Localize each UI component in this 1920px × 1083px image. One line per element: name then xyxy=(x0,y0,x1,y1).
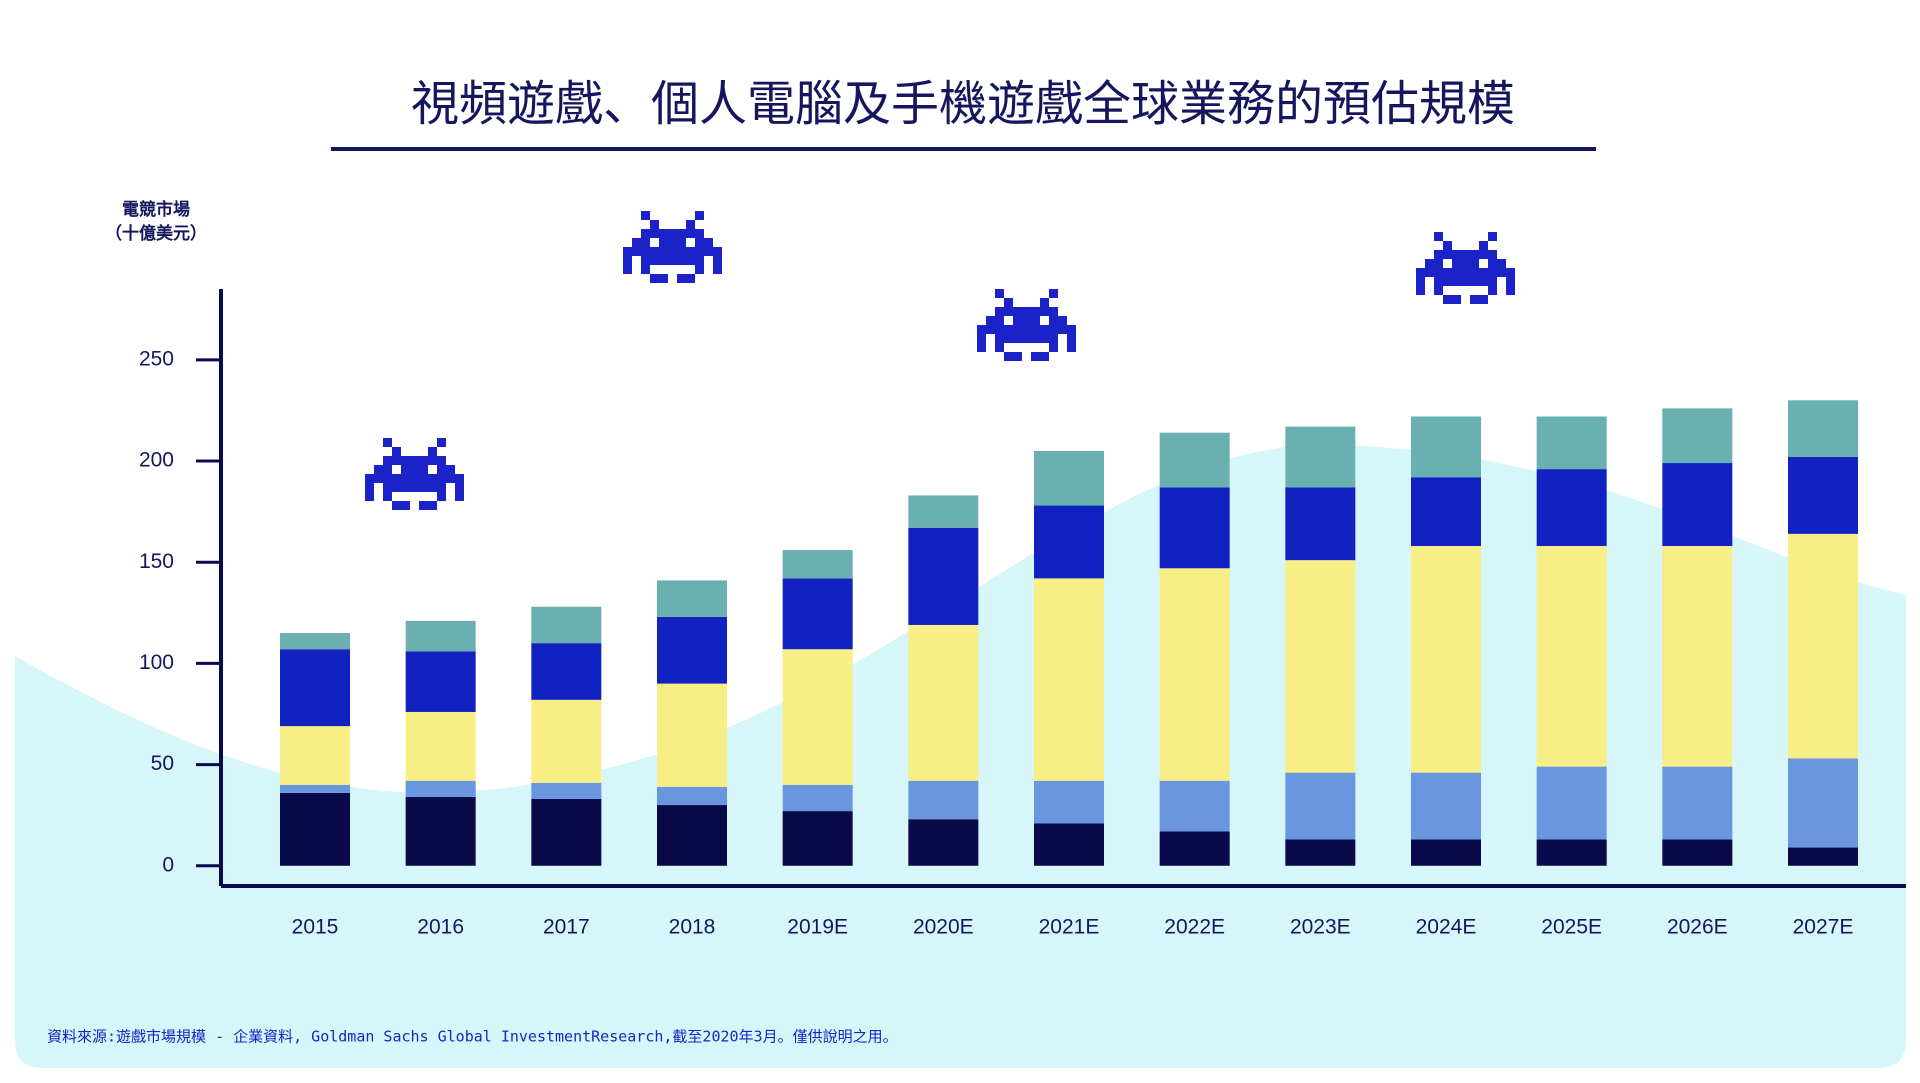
bar-segment xyxy=(1662,463,1733,547)
bar-segment xyxy=(1411,839,1481,866)
bar-segment xyxy=(1411,772,1481,840)
bar-segment xyxy=(1536,839,1607,866)
bar-segment xyxy=(1788,456,1858,534)
x-tick-label: 2023E xyxy=(1290,916,1351,939)
x-tick-label: 2019E xyxy=(787,916,848,939)
bar-segment xyxy=(1662,839,1733,866)
bar-segment xyxy=(1285,487,1356,561)
source-note: 資料來源:遊戲市場規模 - 企業資料, Goldman Sachs Global… xyxy=(47,1028,898,1046)
bar-segment xyxy=(1034,823,1104,866)
x-tick-label: 2025E xyxy=(1541,916,1602,939)
bar-segment xyxy=(1159,831,1230,866)
bar-segment xyxy=(782,811,853,866)
x-tick-label: 2017 xyxy=(543,916,590,939)
y-tick-label: 200 xyxy=(139,449,174,472)
bar-segment xyxy=(1159,568,1230,781)
bar-segment xyxy=(1536,469,1607,547)
bar-segment xyxy=(908,780,979,820)
y-tick-label: 150 xyxy=(139,550,174,573)
bar-segment xyxy=(280,792,350,866)
bar-segment xyxy=(657,683,727,787)
bar-segment xyxy=(531,606,602,644)
bar-segment xyxy=(782,578,853,650)
bar-segment xyxy=(1788,533,1858,759)
bar-segment xyxy=(531,643,602,700)
bar-segment xyxy=(280,633,350,650)
bar-segment xyxy=(1411,416,1481,478)
y-tick-label: 100 xyxy=(139,651,174,674)
x-tick-label: 2020E xyxy=(913,916,974,939)
x-tick-label: 2026E xyxy=(1667,916,1728,939)
bar-segment xyxy=(1536,766,1607,840)
bar-segment xyxy=(1285,426,1356,488)
bar-segment xyxy=(531,782,602,799)
bar-segment xyxy=(405,796,476,866)
invader-icon xyxy=(623,211,722,283)
x-tick-label: 2021E xyxy=(1039,916,1100,939)
bar-segment xyxy=(1662,766,1733,840)
bar-segment xyxy=(1788,758,1858,848)
bar-segment xyxy=(1034,450,1104,506)
invader-icon xyxy=(1416,232,1515,304)
invader-icon xyxy=(977,289,1076,361)
bar-segment xyxy=(531,699,602,783)
bar-segment xyxy=(657,616,727,684)
bar-segment xyxy=(1536,416,1607,470)
bar-segment xyxy=(908,624,979,781)
bar-segment xyxy=(1034,780,1104,824)
bar-segment xyxy=(1662,546,1733,767)
bar-segment xyxy=(1411,477,1481,547)
bar-segment xyxy=(1536,546,1607,767)
x-tick-label: 2015 xyxy=(292,916,339,939)
bar-segment xyxy=(782,550,853,579)
bar-segment xyxy=(1285,839,1356,866)
bar-segment xyxy=(280,726,350,785)
bar-segment xyxy=(657,805,727,866)
chart-title: 視頻遊戲、個人電腦及手機遊戲全球業務的預估規模 xyxy=(411,76,1515,132)
bar-segment xyxy=(1788,847,1858,866)
bar-segment xyxy=(1662,408,1733,464)
bar-segment xyxy=(405,780,476,797)
y-tick-label: 250 xyxy=(139,347,174,370)
bar-segment xyxy=(280,784,350,793)
y-tick-label: 50 xyxy=(151,752,174,775)
bar-segment xyxy=(1285,772,1356,840)
invader-icon xyxy=(365,438,464,510)
x-tick-label: 2024E xyxy=(1416,916,1477,939)
bar-segment xyxy=(908,495,979,528)
bar-segment xyxy=(405,711,476,781)
bar-segment xyxy=(908,527,979,625)
bar-segment xyxy=(657,786,727,806)
bar-segment xyxy=(405,620,476,652)
bar-segment xyxy=(782,649,853,785)
bar-segment xyxy=(908,819,979,866)
x-tick-label: 2022E xyxy=(1164,916,1225,939)
bar-segment xyxy=(1159,487,1230,569)
bar-segment xyxy=(1788,400,1858,457)
bar-segment xyxy=(531,798,602,866)
bar-segment xyxy=(1034,578,1104,781)
y-axis-title: 電競市場 xyxy=(122,199,190,220)
y-axis-title: （十億美元） xyxy=(105,223,207,244)
bar-segment xyxy=(1159,780,1230,832)
x-tick-label: 2027E xyxy=(1793,916,1854,939)
bar-segment xyxy=(1159,432,1230,488)
x-tick-label: 2018 xyxy=(669,916,716,939)
bar-segment xyxy=(657,580,727,617)
x-tick-label: 2016 xyxy=(417,916,464,939)
bar-segment xyxy=(405,651,476,712)
bar-segment xyxy=(1411,546,1481,773)
y-tick-label: 0 xyxy=(162,853,174,876)
bar-segment xyxy=(280,649,350,727)
bar-segment xyxy=(1034,505,1104,579)
bar-segment xyxy=(782,784,853,812)
bar-segment xyxy=(1285,560,1356,773)
